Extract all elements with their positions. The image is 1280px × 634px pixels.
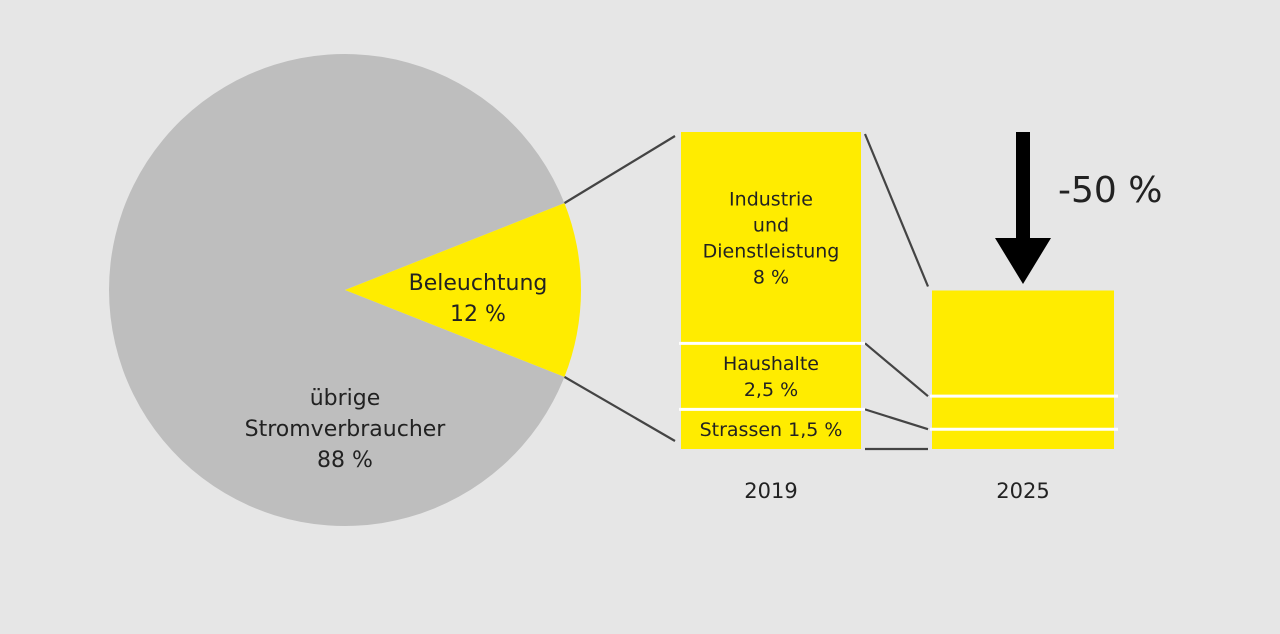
pie-chart <box>109 53 582 527</box>
bar-2019 <box>679 132 865 449</box>
pie-label-lighting: Beleuchtung 12 % <box>409 271 548 327</box>
chart-labels: Beleuchtung 12 % übrige Stromverbraucher 88 … <box>245 170 1163 503</box>
reduction-arrow-icon <box>995 132 1051 284</box>
connector-pie-top <box>563 135 676 205</box>
bar-2019-segment-1 <box>681 132 861 344</box>
year-label-2025: 2025 <box>996 479 1049 503</box>
year-label-2019: 2019 <box>744 479 797 503</box>
bar-2019-segment-2 <box>681 343 861 410</box>
connector-lines <box>563 133 930 451</box>
reduction-label: -50 % <box>1058 170 1162 211</box>
bar-2025-segment-2 <box>932 396 1114 430</box>
bar-2025-segment-1 <box>932 290 1114 397</box>
pie-slice-rest <box>109 53 565 527</box>
pie-slice-lighting <box>345 203 582 377</box>
bar-2025 <box>930 290 1118 449</box>
connector-bar-1 <box>864 342 929 398</box>
connector-bar-0 <box>863 133 930 287</box>
bar-2019-segment-3 <box>681 409 861 449</box>
bar-2019-segment-3-label: Strassen 1,5 % <box>700 419 843 441</box>
bar-2019-segment-1-label: Industrie und Dienstleistung 8 % <box>703 189 840 289</box>
pie-label-rest: übrige Stromverbraucher 88 % <box>245 386 447 473</box>
bar-2019-segment-2-label: Haushalte 2,5 % <box>723 353 819 401</box>
arrow-head <box>995 238 1051 284</box>
bar-2025-segment-3 <box>932 429 1114 449</box>
arrow-shaft <box>1016 132 1030 240</box>
connector-pie-bottom <box>563 375 676 442</box>
connector-bar-2 <box>864 408 929 431</box>
